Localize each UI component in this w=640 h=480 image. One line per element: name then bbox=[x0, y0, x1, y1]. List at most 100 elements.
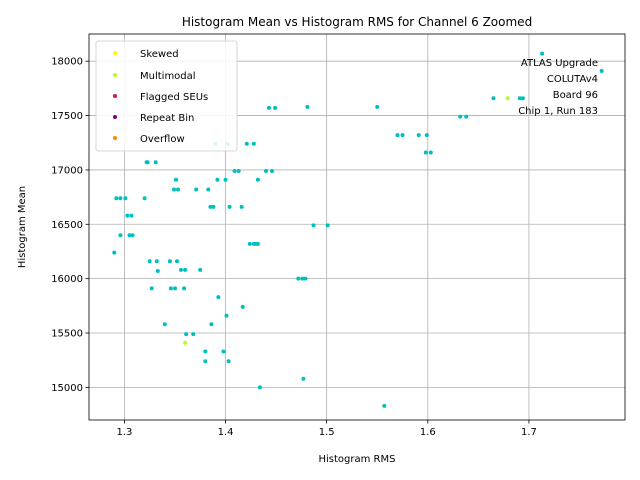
data-point bbox=[517, 96, 522, 101]
data-point bbox=[273, 105, 278, 110]
data-point bbox=[264, 169, 268, 173]
data-point bbox=[142, 196, 147, 201]
data-point bbox=[267, 105, 271, 110]
data-point bbox=[162, 322, 167, 327]
data-point-multimodal bbox=[183, 340, 188, 345]
data-point bbox=[208, 204, 213, 209]
x-tick-label: 1.5 bbox=[319, 427, 335, 438]
data-point bbox=[239, 204, 244, 209]
data-point bbox=[153, 160, 158, 165]
data-point bbox=[215, 177, 220, 182]
plot-frame bbox=[88, 33, 626, 421]
data-point bbox=[311, 223, 316, 228]
data-point bbox=[296, 276, 301, 281]
data-point bbox=[127, 233, 132, 238]
legend-label-skewed: Skewed bbox=[140, 49, 179, 60]
legend-entry-repeat-bin: Repeat Bin bbox=[113, 113, 194, 124]
legend-entry-flagged-seus: Flagged SEUs bbox=[113, 92, 208, 103]
data-point bbox=[172, 187, 176, 192]
data-point bbox=[255, 241, 260, 246]
x-tick-label: 1.6 bbox=[420, 427, 436, 438]
data-point bbox=[203, 349, 208, 354]
data-point bbox=[179, 267, 183, 272]
data-point bbox=[400, 133, 405, 138]
data-point bbox=[118, 233, 123, 238]
data-point bbox=[325, 223, 330, 228]
data-point bbox=[395, 133, 400, 138]
y-tick-label: 17000 bbox=[51, 165, 83, 176]
data-point bbox=[223, 177, 228, 182]
data-point bbox=[257, 385, 262, 390]
data-point bbox=[145, 160, 150, 165]
legend: Skewed Multimodal Flagged SEUs Repeat Bi… bbox=[95, 40, 238, 152]
x-tick-label: 1.4 bbox=[218, 427, 234, 438]
x-axis-ticks: 1.3 1.4 1.5 1.6 1.7 bbox=[116, 420, 537, 438]
data-point bbox=[198, 267, 203, 272]
data-point bbox=[227, 204, 232, 209]
data-point bbox=[209, 322, 214, 327]
y-tick-label: 16000 bbox=[51, 274, 83, 285]
data-points bbox=[112, 51, 604, 408]
data-point bbox=[251, 141, 256, 146]
data-point-multimodal bbox=[505, 96, 510, 101]
legend-entry-multimodal: Multimodal bbox=[113, 71, 196, 82]
legend-box bbox=[95, 40, 238, 152]
data-point bbox=[599, 69, 604, 73]
data-point bbox=[305, 104, 310, 109]
y-axis-title: Histogram Mean bbox=[17, 186, 28, 268]
data-point bbox=[247, 241, 252, 246]
data-point bbox=[154, 259, 159, 264]
data-point bbox=[175, 259, 179, 264]
legend-label-multimodal: Multimodal bbox=[140, 71, 196, 82]
data-point bbox=[130, 233, 135, 238]
legend-label-repeat-bin: Repeat Bin bbox=[140, 113, 194, 124]
legend-marker-multimodal bbox=[113, 73, 117, 77]
data-point bbox=[176, 187, 180, 192]
data-point bbox=[255, 177, 260, 182]
data-point bbox=[183, 267, 188, 272]
legend-marker-skewed bbox=[113, 51, 117, 55]
legend-marker-overflow bbox=[113, 136, 117, 140]
data-point bbox=[216, 295, 221, 300]
data-point bbox=[129, 213, 134, 218]
y-tick-label: 15000 bbox=[51, 383, 83, 394]
data-point bbox=[424, 133, 429, 138]
data-point bbox=[194, 187, 199, 192]
data-point bbox=[236, 169, 241, 173]
data-point bbox=[182, 286, 187, 291]
data-point bbox=[167, 259, 172, 264]
data-point bbox=[244, 141, 249, 146]
data-point bbox=[224, 313, 229, 318]
data-point bbox=[270, 169, 274, 173]
data-point bbox=[191, 332, 196, 337]
data-point bbox=[226, 359, 231, 364]
legend-marker-repeat-bin bbox=[113, 115, 117, 119]
data-point bbox=[184, 332, 189, 337]
y-axis-ticks: 15000 15500 16000 16500 17000 17500 18000 bbox=[51, 57, 89, 394]
x-tick-label: 1.3 bbox=[116, 427, 132, 438]
data-point bbox=[416, 133, 421, 138]
data-point bbox=[240, 304, 245, 309]
data-point bbox=[147, 259, 152, 264]
data-point bbox=[300, 276, 305, 281]
legend-entry-overflow: Overflow bbox=[113, 134, 185, 145]
data-point bbox=[303, 276, 308, 281]
data-point bbox=[464, 114, 469, 119]
data-point bbox=[125, 213, 130, 218]
data-point bbox=[221, 349, 226, 354]
data-point bbox=[173, 286, 177, 291]
annotation-line-1: ATLAS Upgrade bbox=[521, 58, 598, 69]
chart-title: Histogram Mean vs Histogram RMS for Chan… bbox=[182, 15, 532, 29]
y-tick-label: 15500 bbox=[51, 329, 83, 340]
data-point bbox=[491, 96, 496, 101]
data-point bbox=[232, 169, 237, 173]
y-tick-label: 18000 bbox=[51, 57, 83, 68]
x-tick-label: 1.7 bbox=[521, 427, 537, 438]
annotation-line-4: Chip 1, Run 183 bbox=[518, 106, 598, 117]
data-point bbox=[382, 403, 387, 408]
y-tick-label: 16500 bbox=[51, 220, 83, 231]
data-point bbox=[174, 177, 178, 182]
data-point bbox=[112, 250, 117, 255]
data-point bbox=[458, 114, 463, 119]
data-point bbox=[149, 286, 154, 291]
